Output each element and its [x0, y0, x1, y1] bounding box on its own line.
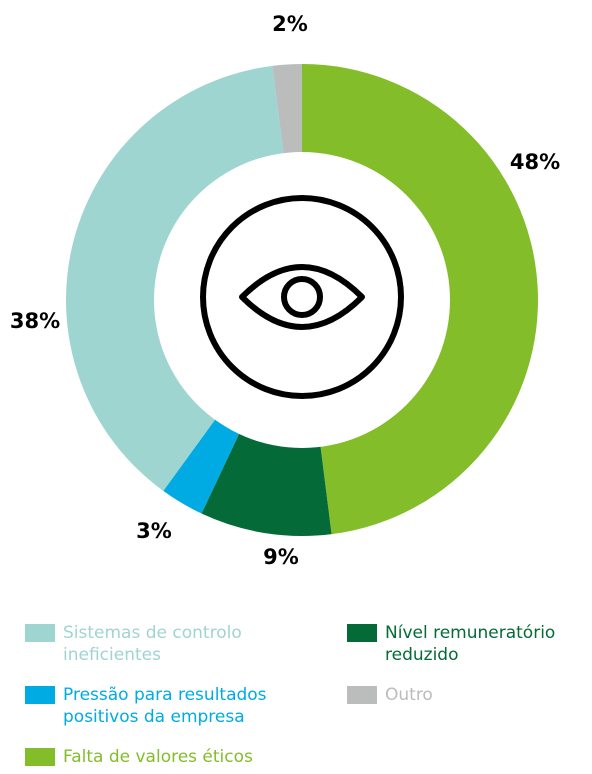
legend-item: Sistemas de controlo ineficientes: [25, 622, 315, 666]
legend-swatch: [347, 624, 377, 642]
value-label: 9%: [263, 545, 299, 569]
legend-label: Pressão para resultados positivos da emp…: [63, 685, 267, 727]
legend-item: Falta de valores éticos: [25, 746, 315, 768]
legend-item: Outro: [347, 684, 582, 706]
eye-icon: [200, 195, 404, 399]
donut-hole: [154, 152, 450, 448]
value-label: 2%: [272, 12, 308, 36]
legend-label: Nível remuneratório reduzido: [385, 623, 556, 665]
value-label: 3%: [136, 519, 172, 543]
legend-item: Nível remuneratório reduzido: [347, 622, 582, 666]
legend-swatch: [25, 748, 55, 766]
legend-label: Sistemas de controlo ineficientes: [63, 623, 242, 665]
value-label: 38%: [10, 309, 60, 333]
legend-swatch: [25, 686, 55, 704]
value-label: 48%: [510, 150, 560, 174]
chart: 48% 9% 3% 38% 2%: [10, 12, 560, 569]
legend-swatch: [25, 624, 55, 642]
legend-swatch: [347, 686, 377, 704]
legend-label: Falta de valores éticos: [63, 747, 253, 767]
legend-label: Outro: [385, 685, 433, 705]
legend-item: Pressão para resultados positivos da emp…: [25, 684, 315, 728]
